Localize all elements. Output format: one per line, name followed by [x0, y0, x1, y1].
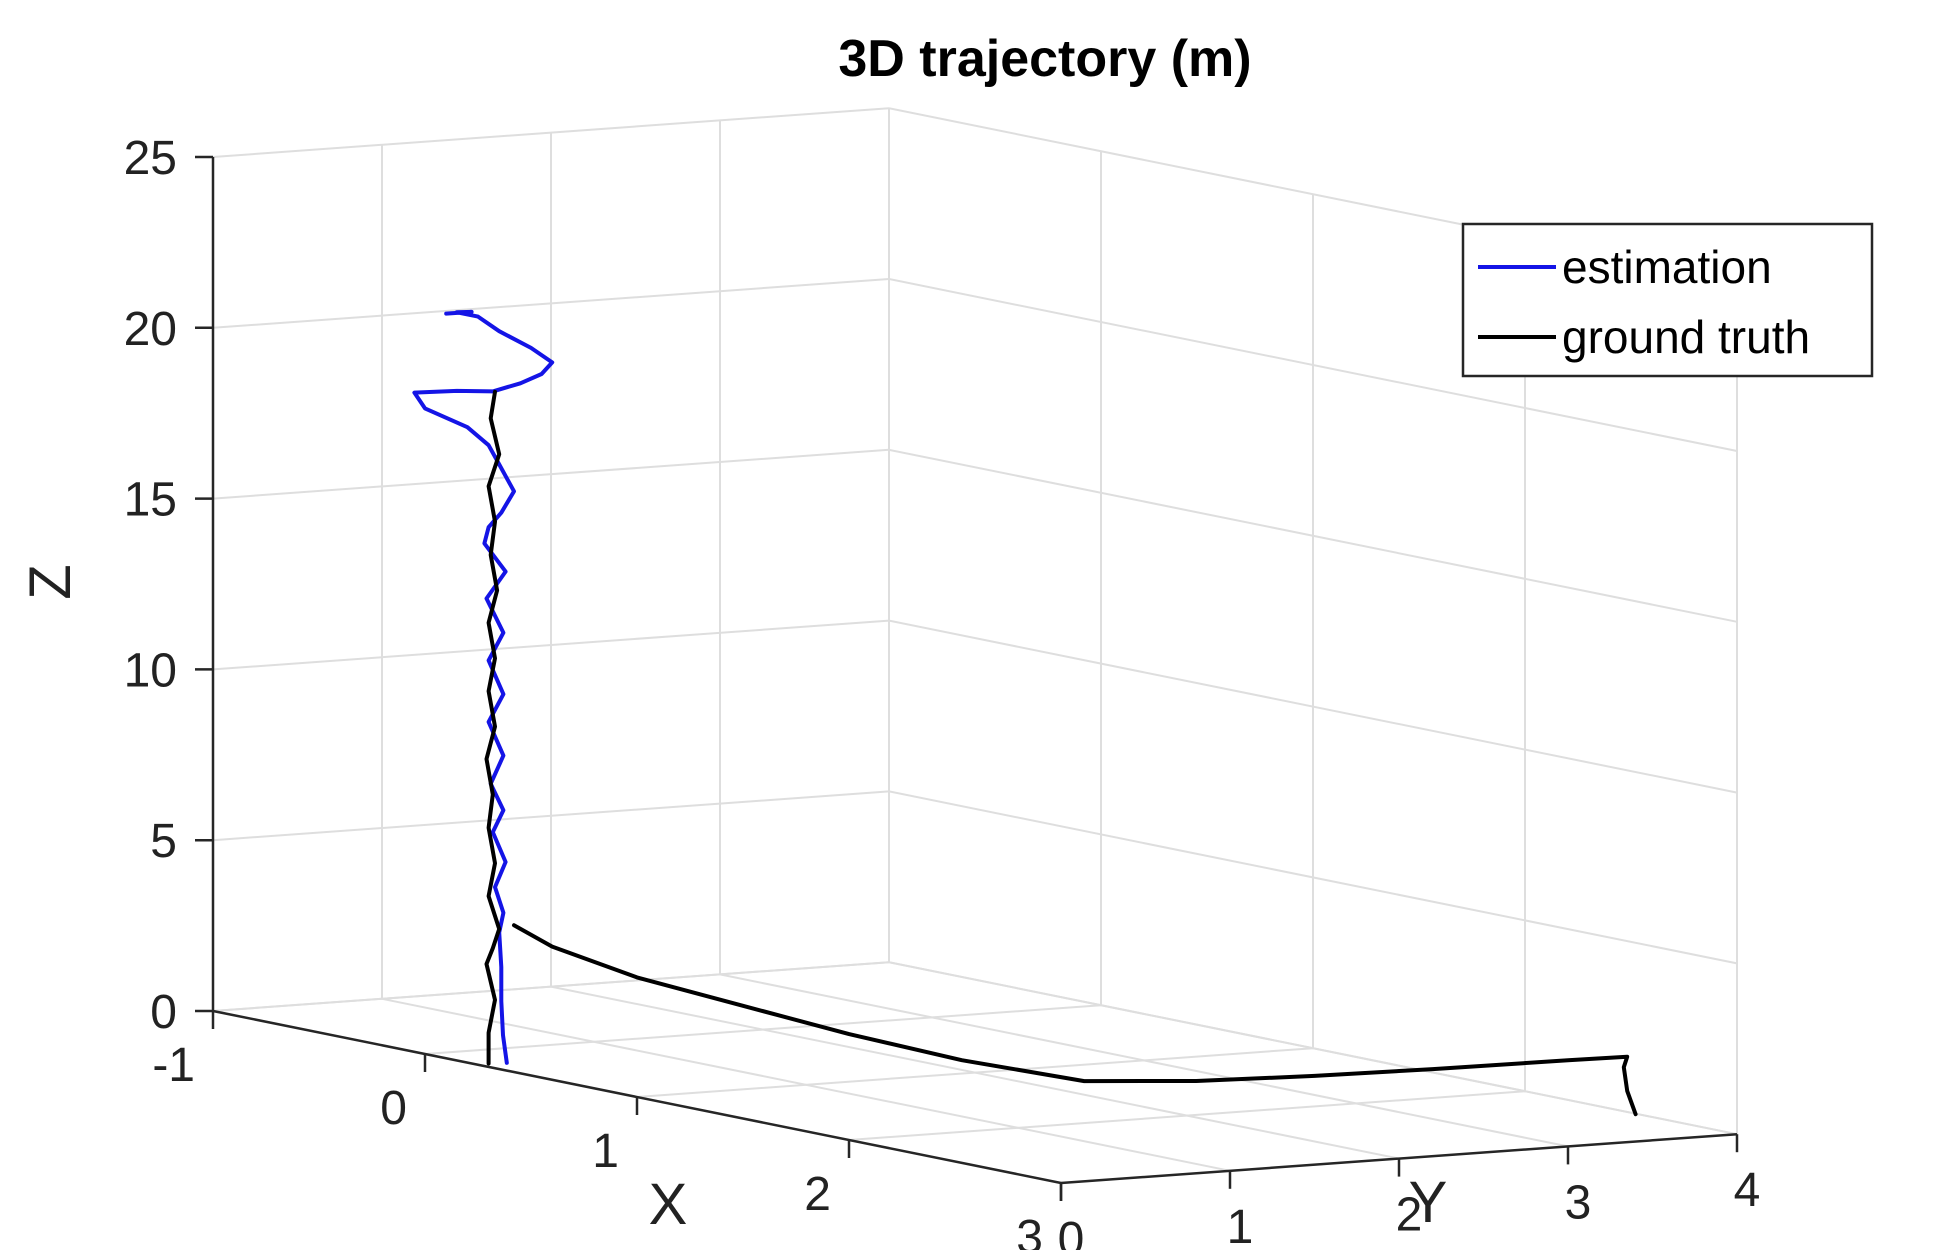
legend: estimation ground truth [1461, 222, 1874, 378]
estimation-series-line [412, 309, 555, 1065]
grid-line-floor-y [550, 985, 1400, 1160]
z-tick-label: 20 [124, 303, 177, 356]
z-tick-label: 0 [150, 986, 177, 1039]
y-tick-label: 3 [1565, 1176, 1592, 1229]
legend-box [1461, 222, 1874, 378]
x-tick-label: 2 [804, 1168, 831, 1221]
grid-line-floor-y [719, 973, 1569, 1148]
z-tick-label: 5 [150, 815, 177, 868]
x-tick-label: -1 [152, 1039, 195, 1092]
x-tick-label: 3 [1016, 1211, 1043, 1250]
z-axis-label: Z [18, 564, 83, 599]
z-tick-label: 15 [124, 474, 177, 527]
grid-line-floor-y [888, 961, 1738, 1136]
axes [195, 155, 1739, 1201]
x-tick-label: 0 [380, 1082, 407, 1135]
chart-title: 3D trajectory (m) [838, 30, 1251, 88]
ground-truth-series-line [484, 389, 502, 1066]
legend-label-ground-truth: ground truth [1562, 311, 1810, 363]
y-tick-label: 1 [1227, 1201, 1254, 1250]
y-axis-label: Y [1409, 1170, 1448, 1235]
legend-label-estimation: estimation [1562, 241, 1772, 293]
series-lines [412, 309, 1638, 1117]
x-axis-label: X [649, 1172, 688, 1237]
y-tick-label: 4 [1734, 1164, 1761, 1217]
x-tick-label: 1 [592, 1125, 619, 1178]
y-tick-label: 0 [1058, 1213, 1085, 1250]
ground-truth-series-line [512, 923, 1638, 1117]
grid-line-floor-y [381, 997, 1231, 1172]
y-tick-label: 2 [1396, 1189, 1423, 1242]
z-tick-label: 25 [124, 132, 177, 185]
z-tick-label: 10 [124, 644, 177, 697]
